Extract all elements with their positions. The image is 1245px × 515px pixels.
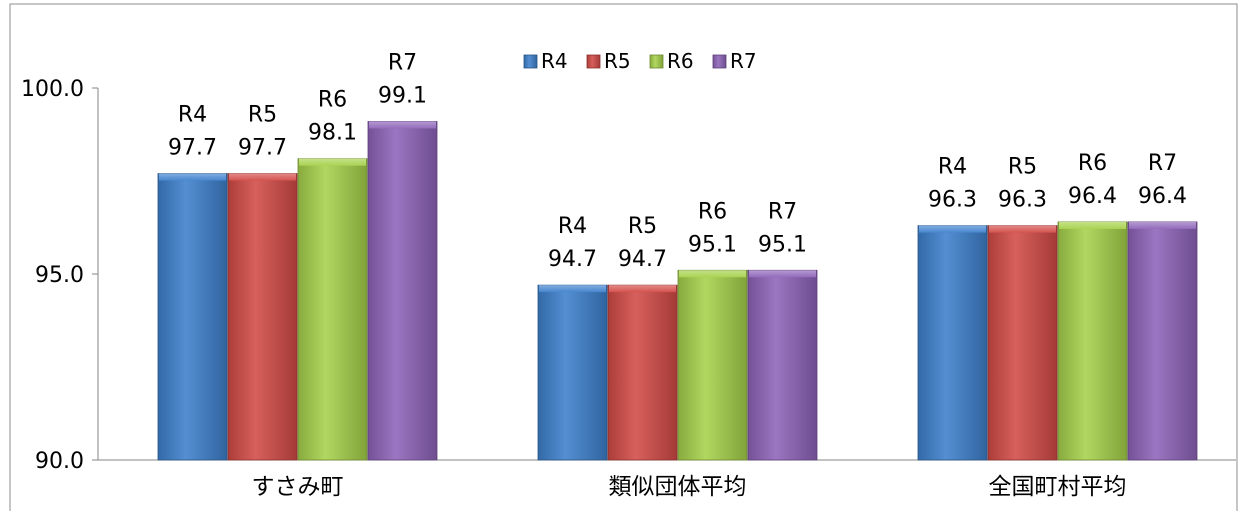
data-label-value: 94.7 bbox=[618, 247, 667, 272]
data-label-series: R4 bbox=[938, 155, 967, 180]
y-tick-label: 90.0 bbox=[35, 449, 84, 474]
legend-label: R5 bbox=[604, 49, 631, 73]
data-label-value: 96.3 bbox=[998, 188, 1047, 213]
bar-r7 bbox=[1127, 221, 1198, 461]
data-label-value: 97.7 bbox=[168, 136, 217, 161]
bar-highlight bbox=[1129, 221, 1196, 229]
x-category-label: すさみ町 bbox=[252, 474, 344, 500]
bar-r4 bbox=[537, 284, 608, 461]
y-tick-label: 95.0 bbox=[35, 263, 84, 288]
data-label-value: 97.7 bbox=[238, 136, 287, 161]
bar-highlight bbox=[1059, 221, 1126, 229]
data-label-series: R6 bbox=[698, 199, 727, 224]
bar-r5 bbox=[987, 225, 1058, 461]
bar-highlight bbox=[609, 285, 676, 293]
bar-highlight bbox=[539, 285, 606, 293]
x-category-label: 全国町村平均 bbox=[989, 474, 1127, 500]
data-label-series: R7 bbox=[1148, 151, 1177, 176]
legend-swatch bbox=[712, 54, 727, 69]
bar-r5 bbox=[607, 284, 678, 461]
bar-highlight bbox=[159, 173, 226, 181]
bar-r7 bbox=[747, 269, 818, 461]
bar-r4 bbox=[917, 225, 988, 461]
data-label-value: 98.1 bbox=[308, 121, 357, 146]
data-label-series: R5 bbox=[1008, 155, 1037, 180]
bar-r6 bbox=[1057, 221, 1128, 461]
bar-highlight bbox=[299, 158, 366, 166]
bar-r4 bbox=[157, 173, 228, 461]
bar-highlight bbox=[679, 270, 746, 278]
legend-swatch bbox=[523, 54, 538, 69]
legend-swatch bbox=[649, 54, 664, 69]
data-label-series: R7 bbox=[768, 199, 797, 224]
data-label-series: R6 bbox=[1078, 151, 1107, 176]
bar-r5 bbox=[227, 173, 298, 461]
data-label-series: R4 bbox=[558, 214, 587, 239]
data-label-series: R6 bbox=[318, 88, 347, 113]
data-label-value: 95.1 bbox=[688, 232, 737, 257]
bar-r7 bbox=[367, 121, 438, 461]
data-label-value: 96.3 bbox=[928, 188, 977, 213]
data-label-series: R5 bbox=[628, 214, 657, 239]
x-category-label: 類似団体平均 bbox=[609, 474, 747, 500]
data-label-value: 96.4 bbox=[1138, 184, 1187, 209]
data-label-series: R4 bbox=[178, 103, 207, 128]
bar-highlight bbox=[989, 225, 1056, 233]
chart-frame bbox=[9, 3, 1238, 515]
bar-highlight bbox=[919, 225, 986, 233]
legend-label: R6 bbox=[667, 49, 694, 73]
legend-label: R4 bbox=[541, 49, 568, 73]
data-label-value: 95.1 bbox=[758, 232, 807, 257]
bar-highlight bbox=[229, 173, 296, 181]
data-label-value: 96.4 bbox=[1068, 184, 1117, 209]
legend-label: R7 bbox=[730, 49, 757, 73]
data-label-value: 94.7 bbox=[548, 247, 597, 272]
bar-r6 bbox=[677, 269, 748, 461]
bar-highlight bbox=[749, 270, 816, 278]
data-label-series: R5 bbox=[248, 103, 277, 128]
legend-swatch bbox=[586, 54, 601, 69]
data-label-series: R7 bbox=[388, 50, 417, 75]
bar-highlight bbox=[369, 121, 436, 129]
bar-r6 bbox=[297, 158, 368, 461]
data-label-value: 99.1 bbox=[378, 83, 427, 108]
y-tick-label: 100.0 bbox=[21, 77, 84, 102]
